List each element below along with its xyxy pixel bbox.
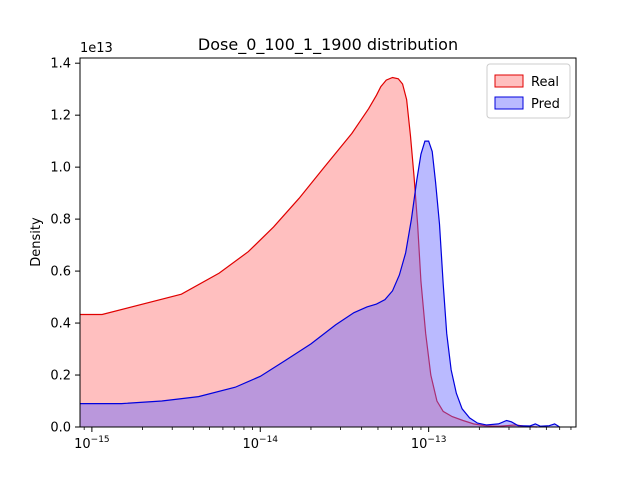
series-line-pred bbox=[80, 140, 560, 428]
y-tick-label: 1.4 bbox=[50, 57, 71, 72]
legend-box bbox=[486, 63, 571, 119]
y-axis-offset-text: 1e13 bbox=[80, 41, 113, 56]
y-tick-label: 0.8 bbox=[50, 213, 71, 228]
y-tick-label: 1.0 bbox=[50, 161, 71, 176]
series-line-real bbox=[80, 76, 538, 428]
y-axis-label: Density bbox=[29, 217, 44, 267]
series-area-pred bbox=[80, 141, 560, 427]
chart-title: Dose_0_100_1_1900 distribution bbox=[198, 35, 458, 55]
x-tick-label: 10−14 bbox=[242, 435, 278, 452]
y-tick-label: 0.4 bbox=[50, 317, 71, 332]
y-tick-label: 0.6 bbox=[50, 265, 71, 280]
x-axis: 10−15 10−14 10−13 bbox=[74, 427, 572, 452]
y-tick-label: 0.2 bbox=[50, 369, 71, 384]
legend-swatch-pred bbox=[494, 96, 524, 110]
y-tick-label: 1.2 bbox=[50, 109, 71, 124]
x-tick-label: 10−13 bbox=[411, 435, 447, 452]
series-area-real bbox=[80, 77, 537, 428]
legend-swatch-real bbox=[494, 74, 524, 88]
x-tick-label: 10−15 bbox=[74, 435, 110, 452]
legend-label-real: Real bbox=[531, 75, 559, 90]
legend-label-pred: Pred bbox=[531, 97, 560, 112]
plot-area-frame bbox=[79, 57, 577, 428]
series-layer bbox=[80, 76, 560, 428]
y-tick-label: 0.0 bbox=[50, 421, 71, 436]
legend: Real Pred bbox=[486, 63, 571, 119]
y-axis: 0.0 0.2 0.4 0.6 0.8 1.0 1.2 1.4 bbox=[50, 57, 80, 436]
